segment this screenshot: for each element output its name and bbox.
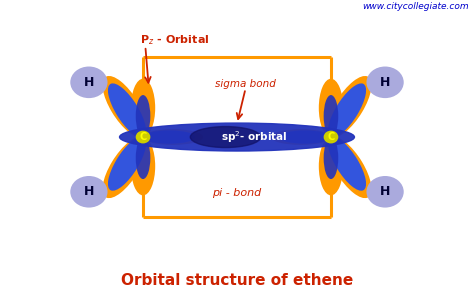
Text: sp$^2$- orbital: sp$^2$- orbital	[221, 129, 287, 145]
Ellipse shape	[136, 137, 150, 179]
Ellipse shape	[102, 136, 147, 198]
Ellipse shape	[319, 79, 343, 137]
Ellipse shape	[319, 137, 343, 195]
Text: pi - bond: pi - bond	[212, 188, 262, 198]
Ellipse shape	[328, 137, 366, 191]
Text: Orbital structure of ethene: Orbital structure of ethene	[121, 273, 353, 288]
Circle shape	[70, 176, 108, 208]
Text: sigma bond: sigma bond	[215, 79, 276, 89]
Circle shape	[137, 132, 149, 142]
Ellipse shape	[328, 83, 366, 137]
Ellipse shape	[324, 95, 338, 137]
Text: H: H	[84, 185, 94, 198]
Ellipse shape	[190, 127, 261, 147]
Text: P$_z$ - Orbital: P$_z$ - Orbital	[139, 33, 209, 47]
Ellipse shape	[271, 129, 331, 145]
Ellipse shape	[108, 137, 146, 191]
Circle shape	[325, 132, 337, 142]
Circle shape	[70, 66, 108, 98]
Ellipse shape	[136, 95, 150, 137]
Text: C: C	[328, 132, 335, 142]
Text: H: H	[84, 76, 94, 89]
Text: H: H	[380, 76, 390, 89]
Text: www.citycollegiate.com: www.citycollegiate.com	[363, 2, 469, 11]
Ellipse shape	[279, 130, 331, 144]
Ellipse shape	[131, 79, 155, 137]
Text: H: H	[380, 185, 390, 198]
Ellipse shape	[143, 129, 203, 145]
Ellipse shape	[324, 137, 338, 179]
Ellipse shape	[327, 76, 372, 138]
Ellipse shape	[108, 83, 146, 137]
Text: C: C	[139, 132, 146, 142]
Ellipse shape	[102, 76, 147, 138]
Ellipse shape	[143, 130, 195, 144]
Ellipse shape	[119, 123, 355, 151]
Circle shape	[366, 66, 404, 98]
Circle shape	[366, 176, 404, 208]
Ellipse shape	[327, 136, 372, 198]
Ellipse shape	[131, 137, 155, 195]
